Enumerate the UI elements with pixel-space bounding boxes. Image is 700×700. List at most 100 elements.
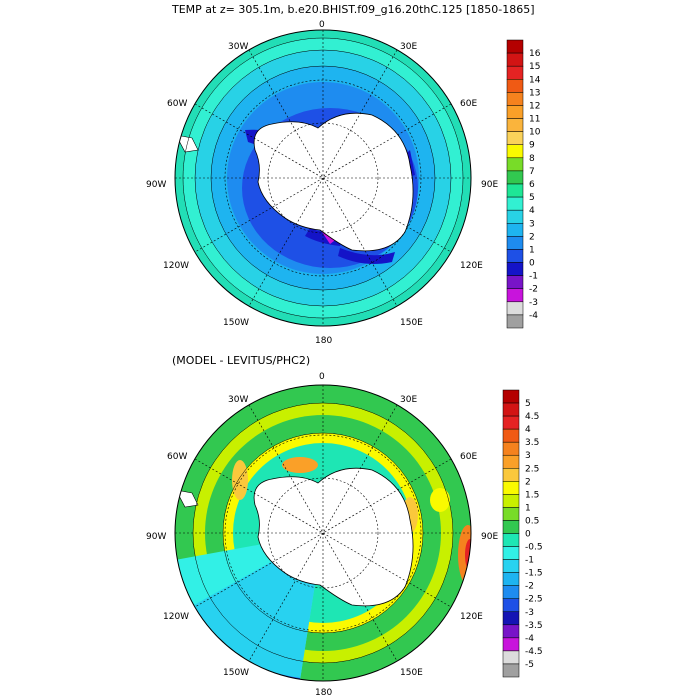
panel2-polar-map (175, 385, 471, 681)
panel2-colorbar-swatch-6 (502, 468, 520, 482)
p2-lon-60e: 60E (460, 452, 478, 462)
p1-lon-150w: 150W (223, 318, 250, 328)
p1-lon-60w: 60W (167, 99, 188, 109)
panel2-colorbar: 5 4.5 4 3.5 3 2.5 2 1.5 1 0.5 0 -0.5 -1 -1.5 -2 -2.5 -3 -… (502, 389, 543, 678)
panel2-colorbar-label-15: -2.5 (525, 595, 543, 605)
p1-lon-30w: 30W (228, 42, 249, 52)
panel1-colorbar-label-10: 6 (529, 180, 535, 190)
panel1-colorbar-label-1: 15 (529, 62, 540, 72)
panel2-colorbar-label-1: 4.5 (525, 412, 539, 422)
panel1-colorbar-swatch-14 (506, 223, 524, 237)
panel1-colorbar-swatch-12 (506, 196, 524, 211)
panel1-colorbar-swatch-15 (506, 236, 524, 250)
panel1-colorbar-label-6: 10 (529, 128, 541, 138)
panel1-colorbar-swatch-21 (506, 314, 524, 329)
p1-lon-120w: 120W (163, 261, 190, 271)
panel2-colorbar-swatch-2 (502, 415, 520, 430)
p1-lon-120e: 120E (460, 261, 483, 271)
p2-lon-180: 180 (315, 688, 333, 698)
panel2-colorbar-label-12: -1 (525, 556, 534, 566)
p2-lon-30e: 30E (400, 395, 418, 405)
panel1-colorbar-label-5: 11 (529, 115, 540, 125)
panel2-colorbar-label-6: 2 (525, 477, 531, 487)
panel1-colorbar-label-7: 9 (529, 141, 535, 151)
panel2-colorbar-swatch-5 (502, 454, 520, 469)
panel1-colorbar-label-4: 12 (529, 101, 540, 111)
panel2-colorbar-swatch-10 (502, 520, 520, 534)
panel1-colorbar-swatch-11 (506, 183, 524, 198)
p2-lon-120w: 120W (163, 612, 190, 622)
panel2-colorbar-swatch-1 (502, 402, 520, 417)
panel2-colorbar-label-2: 4 (525, 425, 531, 435)
panel2-colorbar-label-4: 3 (525, 451, 531, 461)
p2-lon-120e: 120E (460, 612, 483, 622)
panel2-colorbar-swatch-20 (502, 650, 520, 665)
panel2-colorbar-swatch-16 (502, 598, 520, 613)
panel1-colorbar-swatch-4 (506, 92, 524, 106)
panel2-colorbar-label-16: -3 (525, 608, 534, 618)
panel2-colorbar-label-20: -5 (525, 660, 534, 670)
panel2-colorbar-label-18: -4 (525, 634, 534, 644)
panel1-colorbar-swatch-20 (506, 301, 524, 316)
panel1-colorbar-label-13: 3 (529, 219, 535, 229)
panel1-colorbar-label-3: 13 (529, 88, 540, 98)
panel1-colorbar-swatch-13 (506, 209, 524, 224)
panel1-polar-map (175, 30, 471, 326)
panel2-colorbar-label-11: -0.5 (525, 543, 543, 553)
panel1-colorbar-swatch-3 (506, 79, 524, 93)
panel1-colorbar-label-0: 16 (529, 49, 541, 59)
panel1-colorbar-swatch-6 (506, 118, 524, 132)
panel2-colorbar-label-7: 1.5 (525, 490, 539, 500)
panel1-colorbar-swatch-7 (506, 131, 524, 145)
panel2-colorbar-label-14: -2 (525, 582, 534, 592)
panel2-colorbar-swatch-17 (502, 611, 520, 626)
panel2-colorbar-swatch-12 (502, 546, 520, 560)
panel1-colorbar-swatch-16 (506, 249, 524, 263)
panel1-colorbar-label-17: -1 (529, 272, 538, 282)
panel1-colorbar-swatch-19 (506, 288, 524, 303)
panel2-colorbar-swatch-15 (502, 585, 520, 599)
panel1-colorbar-label-12: 4 (529, 206, 535, 216)
panel1-colorbar-label-19: -3 (529, 298, 538, 308)
panel1-colorbar-swatch-1 (506, 52, 524, 67)
p2-lon-150w: 150W (223, 668, 250, 678)
panel2-colorbar-label-3: 3.5 (525, 438, 539, 448)
panel1-title: TEMP at z= 305.1m, b.e20.BHIST.f09_g16.2… (172, 3, 535, 16)
p2-lon-150e: 150E (400, 668, 423, 678)
panel2-colorbar-swatch-8 (502, 494, 520, 508)
panel1-colorbar-label-2: 14 (529, 75, 541, 85)
panel1-colorbar-swatch-8 (506, 144, 524, 159)
p1-lon-60e: 60E (460, 99, 478, 109)
p1-lon-150e: 150E (400, 318, 423, 328)
panel2-colorbar-label-9: 0.5 (525, 516, 539, 526)
panel1-colorbar-label-15: 1 (529, 245, 535, 255)
panel1-colorbar-swatch-17 (506, 262, 524, 276)
p1-lon-30e: 30E (400, 42, 418, 52)
panel2-colorbar-swatch-11 (502, 533, 520, 547)
p2-lon-60w: 60W (167, 452, 188, 462)
panel1-colorbar-label-18: -2 (529, 285, 538, 295)
panel2-colorbar-label-19: -4.5 (525, 647, 543, 657)
panel1-colorbar-swatch-18 (506, 275, 524, 289)
panel2-colorbar-swatch-7 (502, 481, 520, 495)
panel2-colorbar-swatch-13 (502, 559, 520, 573)
panel2-colorbar-swatch-9 (502, 507, 520, 521)
p1-lon-90e: 90E (481, 180, 499, 190)
panel2-colorbar-label-0: 5 (525, 399, 531, 409)
p2-lon-30w: 30W (228, 395, 249, 405)
panel1-colorbar-label-9: 7 (529, 167, 535, 177)
panel1-colorbar-label-11: 5 (529, 193, 535, 203)
panel2-colorbar-label-8: 1 (525, 503, 531, 513)
p2-lon-90w: 90W (146, 532, 167, 542)
p1-lon-180: 180 (315, 336, 333, 346)
panel2-colorbar-swatch-14 (502, 572, 520, 586)
panel1-colorbar-swatch-5 (506, 105, 524, 119)
panel2-colorbar-swatch-3 (502, 428, 520, 443)
panel2-colorbar-label-5: 2.5 (525, 464, 539, 474)
panel2-colorbar-label-10: 0 (525, 530, 531, 540)
p1-lon-0: 0 (319, 20, 325, 30)
panel2-colorbar-swatch-18 (502, 624, 520, 639)
panel1-colorbar-label-14: 2 (529, 232, 535, 242)
panel2-colorbar-swatch-0 (502, 389, 520, 404)
